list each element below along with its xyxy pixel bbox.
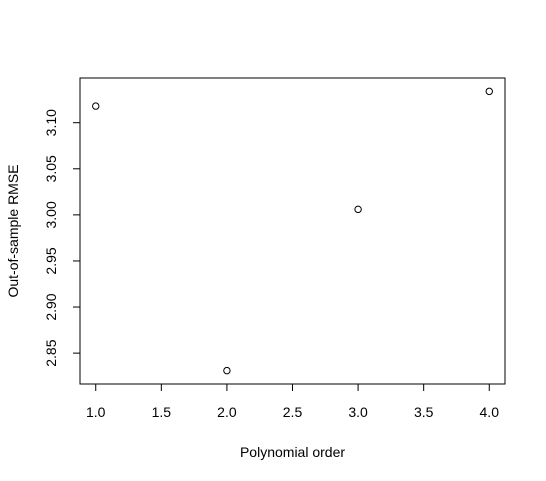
plot-area-frame: [79, 77, 506, 385]
x-axis: 1.0 1.5 2.0 2.5 3.0 3.5 4.0: [86, 383, 500, 420]
y-axis: 2.85 2.90 2.95 3.00 3.05 3.10: [43, 109, 81, 367]
y-tick-label: 2.85: [43, 339, 59, 366]
y-tick-label: 2.95: [43, 247, 59, 274]
x-tick-label: 2.0: [217, 404, 237, 420]
y-tick-label: 3.05: [43, 155, 59, 182]
y-tick-label: 2.90: [43, 293, 59, 320]
y-tick-label: 3.10: [43, 109, 59, 136]
y-tick-label: 3.00: [43, 201, 59, 228]
x-tick-label: 4.0: [480, 404, 500, 420]
x-axis-title: Polynomial order: [240, 444, 345, 460]
data-point: [485, 87, 493, 96]
data-points: [92, 87, 493, 375]
x-tick-label: 1.0: [86, 404, 106, 420]
y-axis-title: Out-of-sample RMSE: [5, 164, 21, 297]
data-point: [223, 366, 231, 375]
x-tick-label: 3.5: [414, 404, 434, 420]
data-point: [354, 205, 362, 214]
x-tick-label: 1.5: [152, 404, 172, 420]
data-point: [92, 102, 100, 110]
x-tick-label: 3.0: [348, 404, 368, 420]
x-tick-label: 2.5: [283, 404, 303, 420]
